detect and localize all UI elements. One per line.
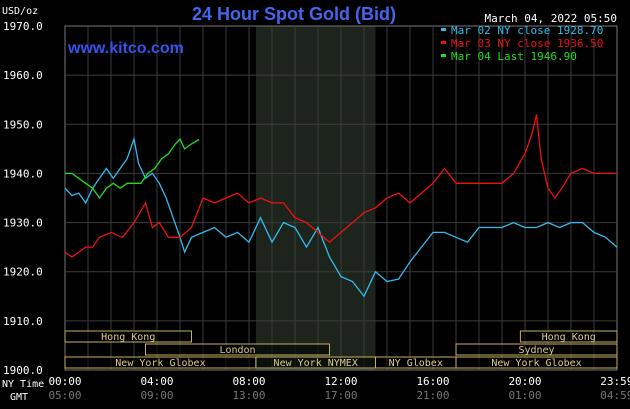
market-session-label: NY Globex (389, 358, 443, 369)
market-session-box (145, 343, 330, 356)
market-session-box (455, 356, 618, 369)
x-tick-label-ny: 23:59 (600, 375, 630, 388)
legend-swatch (441, 54, 446, 57)
market-session-label: New York NYMEX (274, 358, 358, 369)
y-tick-label: 1940.0 (3, 167, 43, 180)
series-line-1 (64, 136, 618, 298)
y-tick-label: 1900.0 (3, 364, 43, 377)
x-tick-label-ny: 12:00 (324, 375, 357, 388)
x-tick-label-gmt: 04:59 (600, 389, 630, 402)
x-tick-label-ny: 04:00 (140, 375, 173, 388)
x-tick-label-gmt: 09:00 (140, 389, 173, 402)
x-axis-label-gmt: GMT (10, 392, 28, 403)
x-axis-label-ny: NY Time (2, 379, 44, 390)
series-line-3 (65, 137, 200, 200)
market-session-label: New York Globex (491, 358, 581, 369)
market-session-box (64, 330, 192, 343)
market-session-box (455, 343, 618, 356)
x-tick-label-ny: 08:00 (232, 375, 265, 388)
x-axis: NY Time GMT 00:00 04:00 08:00 12:00 16:00 20:… (2, 375, 630, 403)
x-tick-label-ny: 20:00 (508, 375, 541, 388)
market-session-label: Sydney (518, 345, 554, 356)
market-session-label: London (219, 345, 255, 356)
x-tick-label-gmt: 17:00 (324, 389, 357, 402)
market-session-label: Hong Kong (101, 332, 155, 343)
nymex-session-shade (255, 26, 376, 370)
watermark-url: www.kitco.com (67, 40, 184, 57)
x-tick-label-gmt: 01:00 (508, 389, 541, 402)
legend-entry: Mar 03 NY close 1936.50 (451, 37, 603, 50)
plot-area (64, 25, 618, 371)
y-tick-label: 1920.0 (3, 266, 43, 279)
y-tick-label: 1910.0 (3, 315, 43, 328)
legend-entry: Mar 02 NY close 1928.70 (451, 24, 603, 37)
y-tick-label: 1970.0 (3, 20, 43, 33)
chart-title: 24 Hour Spot Gold (Bid) (192, 4, 396, 24)
legend-swatch (441, 28, 446, 31)
y-tick-label: 1950.0 (3, 118, 43, 131)
chart-date: March 04, 2022 05:50 (485, 12, 617, 25)
x-tick-label-ny: 00:00 (48, 375, 81, 388)
y-tick-label: 1960.0 (3, 69, 43, 82)
legend-entry: Mar 04 Last 1946.90 (451, 50, 577, 63)
market-session-label: New York Globex (115, 358, 205, 369)
y-axis-unit: USD/oz (2, 6, 38, 17)
market-sessions: Hong Kong Hong Kong London Sydney New York G… (64, 330, 618, 369)
x-tick-label-gmt: 05:00 (48, 389, 81, 402)
series-line-2 (64, 114, 617, 258)
x-tick-label-ny: 16:00 (416, 375, 449, 388)
y-axis: 1970.0 1960.0 1950.0 1940.0 1930.0 1920.0 1910… (3, 20, 43, 377)
market-session-label: Hong Kong (542, 332, 596, 343)
legend-swatch (441, 41, 446, 44)
y-tick-label: 1930.0 (3, 217, 43, 230)
x-tick-label-gmt: 21:00 (416, 389, 449, 402)
x-tick-label-gmt: 13:00 (232, 389, 265, 402)
market-session-box (519, 330, 618, 343)
